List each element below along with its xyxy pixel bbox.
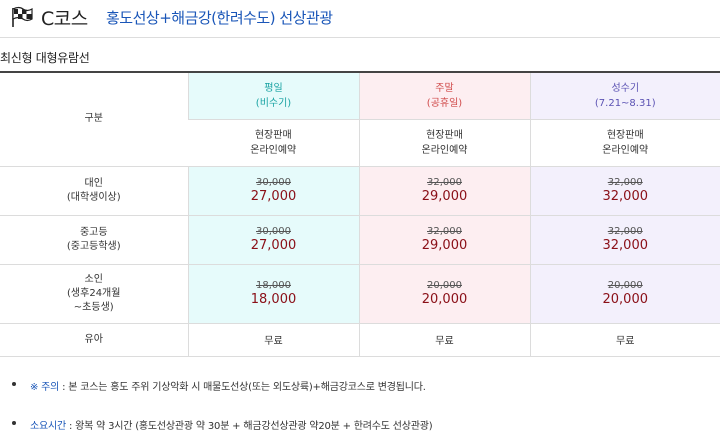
original-price: 32,000 (427, 177, 462, 188)
row-label-line2: (중고등학생) (66, 240, 121, 252)
discount-price: 32,000 (602, 238, 649, 253)
original-price: 32,000 (607, 226, 643, 237)
sale-type-peak: 현장판매 온라인예약 (529, 119, 720, 167)
weekday-label: 평일 (264, 82, 283, 94)
note-key: 소요시간 (30, 421, 66, 432)
row-label-adult: 대인 (대학생이상) (0, 166, 188, 216)
original-price: 20,000 (427, 280, 462, 291)
discount-price: 27,000 (250, 238, 297, 253)
price-cell: 32,000 29,000 (358, 215, 530, 265)
price-cell: 20,000 20,000 (529, 264, 720, 324)
free-cell: 무료 (529, 323, 720, 357)
price-cell: 20,000 20,000 (358, 264, 530, 324)
course-name: C코스 (41, 8, 88, 30)
sale-type-line2: 온라인예약 (421, 144, 468, 156)
note-text: 소요시간 : 왕복 약 3시간 (홍도선상관광 약 30분 + 해금강선상관광 … (30, 417, 433, 432)
price-cell: 32,000 32,000 (529, 166, 720, 216)
bullet-icon (12, 382, 16, 386)
discount-price: 20,000 (602, 292, 649, 307)
original-price: 32,000 (607, 177, 643, 188)
category-header: 구분 (0, 71, 188, 167)
price-cell: 30,000 27,000 (187, 166, 359, 216)
bullet-icon (12, 421, 16, 425)
sale-type-line1: 현장판매 (606, 129, 644, 141)
discount-price: 27,000 (250, 189, 297, 204)
original-price: 18,000 (256, 280, 291, 291)
weekend-sub: (공휴일) (426, 97, 463, 109)
note-key: ※ 주의 (30, 382, 60, 393)
row-label-infant: 유아 (0, 323, 188, 357)
weekend-header: 주말 (공휴일) (358, 71, 530, 120)
sale-type-line2: 온라인예약 (602, 144, 649, 156)
discount-price: 20,000 (421, 292, 468, 307)
course-title: 홍도선상+해금강(한려수도) 선상관광 (106, 9, 333, 27)
original-price: 32,000 (427, 226, 462, 237)
sale-type-weekday: 현장판매 온라인예약 (188, 119, 359, 167)
weekend-label: 주말 (435, 82, 454, 94)
table-row: 소인 (생후24개월 ~초등생) 18,000 18,000 20,000 20… (0, 264, 720, 324)
note-body: : 본 코스는 홍도 주위 기상악화 시 매물도선상(또는 외도상륙)+해금강코… (59, 382, 426, 393)
weekday-header: 평일 (비수기) (187, 71, 359, 120)
row-label-line1: 중고등 (79, 226, 108, 238)
row-label-teen: 중고등 (중고등학생) (0, 215, 188, 265)
price-cell: 18,000 18,000 (187, 264, 359, 324)
row-label-line1: 대인 (84, 177, 103, 189)
checkered-flag-icon (12, 6, 33, 27)
ship-type-subtitle: 최신형 대형유람선 (0, 51, 90, 65)
row-label-line2: (생후24개월 (67, 287, 121, 299)
price-table: 구분 평일 (비수기) 주말 (공휴일) 성수기 (7.21~8.31) 현장판… (0, 71, 720, 357)
peak-header: 성수기 (7.21~8.31) (529, 71, 720, 120)
sale-type-line1: 현장판매 (254, 129, 292, 141)
row-label-line1: 소인 (84, 273, 103, 285)
peak-sub: (7.21~8.31) (594, 97, 656, 109)
row-label-child: 소인 (생후24개월 ~초등생) (0, 264, 188, 324)
free-cell: 무료 (187, 323, 359, 357)
discount-price: 29,000 (421, 238, 468, 253)
sale-type-weekend: 현장판매 온라인예약 (358, 119, 530, 167)
row-label-line2: (대학생이상) (66, 191, 121, 203)
price-cell: 32,000 32,000 (529, 215, 720, 265)
table-row: 유아 무료 무료 무료 (0, 323, 720, 357)
weekday-sub: (비수기) (255, 97, 292, 109)
table-header-row: 구분 평일 (비수기) 주말 (공휴일) 성수기 (7.21~8.31) (0, 71, 720, 167)
note-text: ※ 주의 : 본 코스는 홍도 주위 기상악화 시 매물도선상(또는 외도상륙)… (30, 378, 426, 393)
table-row: 대인 (대학생이상) 30,000 27,000 32,000 29,000 3… (0, 166, 720, 216)
sale-type-row: 현장판매 온라인예약 현장판매 온라인예약 현장판매 온라인예약 (0, 119, 720, 167)
original-price: 30,000 (256, 177, 291, 188)
table-row: 중고등 (중고등학생) 30,000 27,000 32,000 29,000 … (0, 215, 720, 265)
peak-label: 성수기 (611, 82, 640, 94)
note-body: : 왕복 약 3시간 (홍도선상관광 약 30분 + 해금강선상관광 약20분 … (66, 421, 433, 432)
sale-type-line1: 현장판매 (426, 129, 463, 141)
price-cell: 32,000 29,000 (358, 166, 530, 216)
discount-price: 29,000 (421, 189, 468, 204)
header-divider (0, 37, 720, 38)
discount-price: 18,000 (250, 292, 297, 307)
row-label-line3: ~초등생) (73, 301, 114, 313)
free-cell: 무료 (358, 323, 530, 357)
original-price: 20,000 (607, 280, 643, 291)
sale-type-line2: 온라인예약 (250, 144, 297, 156)
course-header: C코스 홍도선상+해금강(한려수도) 선상관광 (0, 0, 720, 36)
original-price: 30,000 (256, 226, 291, 237)
price-cell: 30,000 27,000 (187, 215, 359, 265)
discount-price: 32,000 (602, 189, 649, 204)
